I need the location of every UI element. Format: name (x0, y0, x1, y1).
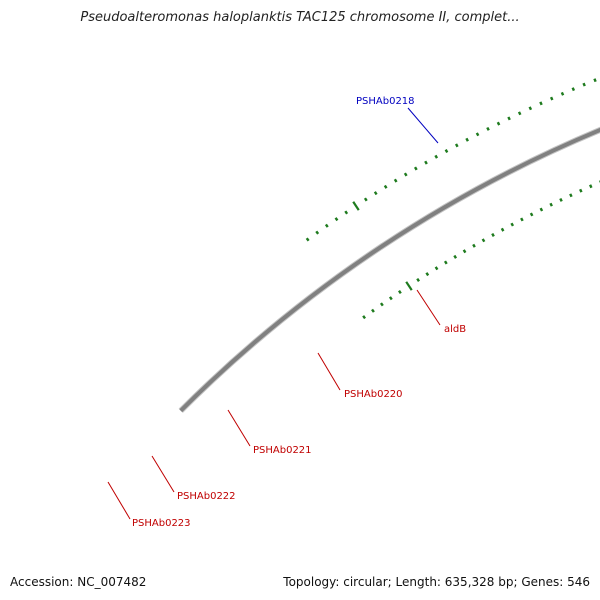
tick-mark (403, 172, 408, 177)
tick-mark (579, 188, 583, 193)
tick-mark (371, 308, 375, 313)
gene-leader-line (416, 289, 441, 326)
tick-mark (453, 254, 458, 259)
tick-mark (517, 111, 522, 116)
outer-tick-track (305, 78, 597, 242)
tick-mark (582, 82, 586, 87)
tick-mark (539, 207, 544, 212)
backbone-arc (179, 127, 600, 413)
inner-tick-track (362, 180, 600, 320)
tick-mark (486, 126, 490, 131)
tick-mark (472, 243, 476, 248)
tick-mark (424, 160, 428, 165)
gene-leader-line (151, 455, 175, 493)
tick-mark (425, 272, 430, 277)
tick-mark (305, 237, 310, 242)
tick-mark (454, 143, 459, 148)
tick-mark (549, 202, 553, 207)
tick-mark (324, 223, 329, 228)
tick-mark (315, 230, 320, 235)
tick-mark (373, 191, 378, 196)
tick-mark (491, 232, 495, 237)
tick-mark (520, 217, 524, 222)
tick-mark (475, 132, 480, 137)
tick-mark (529, 212, 534, 217)
tick-mark (539, 101, 543, 106)
tick-mark (398, 290, 402, 295)
tick-mark (363, 197, 368, 202)
tick-mark (405, 281, 413, 291)
tick-mark (481, 238, 486, 243)
tick-mark (510, 222, 515, 227)
tick-mark (416, 277, 420, 282)
gene-label: PSHAb0222 (177, 491, 236, 502)
tick-mark (571, 87, 576, 92)
accession-text: Accession: NC_007482 (10, 575, 147, 589)
tick-mark (559, 198, 563, 202)
tick-mark (443, 260, 448, 265)
tick-mark (434, 266, 439, 271)
tick-mark (528, 106, 533, 111)
tick-mark (589, 184, 593, 189)
tick-mark (388, 296, 393, 301)
topology-stats-text: Topology: circular; Length: 635,328 bp; … (283, 575, 590, 589)
tick-mark (462, 249, 467, 254)
gene-label: PSHAb0221 (253, 445, 312, 456)
tick-mark (560, 91, 565, 96)
tick-mark (465, 137, 469, 142)
tick-mark (379, 302, 384, 307)
gene-leader-line (407, 107, 439, 144)
tick-mark (352, 201, 360, 211)
tick-mark (344, 210, 349, 215)
gene-leader-line (317, 352, 341, 391)
tick-mark (362, 315, 367, 320)
tick-mark (334, 217, 339, 222)
gene-label: aldB (444, 324, 466, 335)
tick-mark (507, 116, 511, 121)
tick-mark (413, 166, 418, 171)
tick-mark (549, 96, 554, 101)
tick-mark (434, 154, 439, 159)
gene-leader-line (227, 409, 251, 447)
gene-label: PSHAb0220 (344, 389, 403, 400)
gene-label: PSHAb0218 (356, 96, 415, 107)
map-title: Pseudoalteromonas haloplanktis TAC125 ch… (80, 10, 520, 25)
tick-mark (393, 178, 398, 183)
gene-label: PSHAb0223 (132, 518, 191, 529)
tick-mark (500, 227, 505, 232)
tick-mark (383, 184, 388, 189)
tick-mark (496, 121, 501, 126)
tick-mark (569, 193, 573, 198)
gene-leader-line (107, 481, 131, 520)
tick-mark (444, 149, 449, 153)
tick-mark (593, 78, 597, 83)
